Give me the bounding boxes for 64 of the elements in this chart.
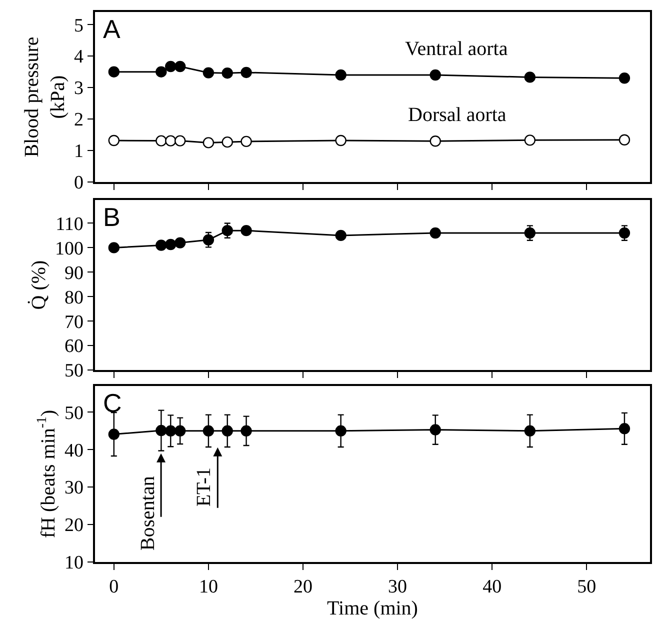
point xyxy=(174,60,186,72)
y-tick-label: 50 xyxy=(64,402,84,424)
y-axis-title: Blood pressure (kPa) xyxy=(20,36,69,158)
y-tick-label: 2 xyxy=(74,110,84,131)
point xyxy=(222,136,233,148)
point xyxy=(430,69,441,81)
x-axis-title: Time (min) xyxy=(327,598,418,620)
series-label: Dorsal aorta xyxy=(408,104,506,126)
point xyxy=(240,224,252,236)
chart-title: B xyxy=(103,202,120,232)
point xyxy=(156,240,167,251)
x-tick-label: 50 xyxy=(577,576,596,598)
y-tick-label: 4 xyxy=(74,46,84,68)
y-tick-label: 40 xyxy=(64,440,84,462)
y-tick-label: 80 xyxy=(64,287,84,308)
point xyxy=(156,66,167,78)
y-tick-label: 70 xyxy=(64,312,84,333)
x-tick-label: 40 xyxy=(482,576,502,598)
y-tick-label: 20 xyxy=(64,515,84,536)
point xyxy=(618,134,630,146)
y-axis-title: Q̇ (%) xyxy=(27,260,50,310)
point xyxy=(240,136,252,148)
y-tick-label: 3 xyxy=(74,78,84,100)
point xyxy=(108,134,120,146)
point xyxy=(156,135,167,146)
x-tick-label: 20 xyxy=(294,576,313,598)
point xyxy=(202,234,214,246)
y-tick-label: 90 xyxy=(64,262,84,284)
point xyxy=(108,242,120,254)
point xyxy=(524,72,536,83)
point xyxy=(202,67,214,78)
point xyxy=(240,66,252,78)
x-tick-label: 10 xyxy=(198,576,218,598)
point xyxy=(524,134,536,146)
point xyxy=(222,68,233,79)
y-tick-label: 0 xyxy=(74,172,84,194)
y-tick-label: 1 xyxy=(74,141,84,162)
y-tick-label: 100 xyxy=(54,238,84,260)
point xyxy=(165,135,176,146)
y-tick-label: 60 xyxy=(64,336,84,358)
point xyxy=(430,227,441,239)
point xyxy=(202,137,214,148)
point xyxy=(335,134,346,146)
y-tick-label: 10 xyxy=(64,552,84,574)
point xyxy=(165,238,176,250)
chart-title: A xyxy=(103,14,121,44)
point xyxy=(335,69,346,81)
point xyxy=(174,237,186,248)
point xyxy=(174,135,186,146)
point xyxy=(165,60,176,72)
y-tick-label: 50 xyxy=(64,360,84,382)
point xyxy=(618,72,630,84)
annotation: ET-1 xyxy=(193,467,215,507)
chart-title: C xyxy=(103,388,122,418)
y-tick-label: 5 xyxy=(74,15,84,36)
y-tick-label: 110 xyxy=(56,214,84,235)
point xyxy=(430,136,441,147)
annotation: Bosentan xyxy=(136,476,159,551)
point xyxy=(108,66,120,78)
x-tick-label: 30 xyxy=(388,576,408,598)
point xyxy=(335,230,346,242)
series-label: Ventral aorta xyxy=(405,38,508,60)
x-tick-label: 0 xyxy=(109,576,119,598)
y-tick-label: 30 xyxy=(64,478,84,499)
